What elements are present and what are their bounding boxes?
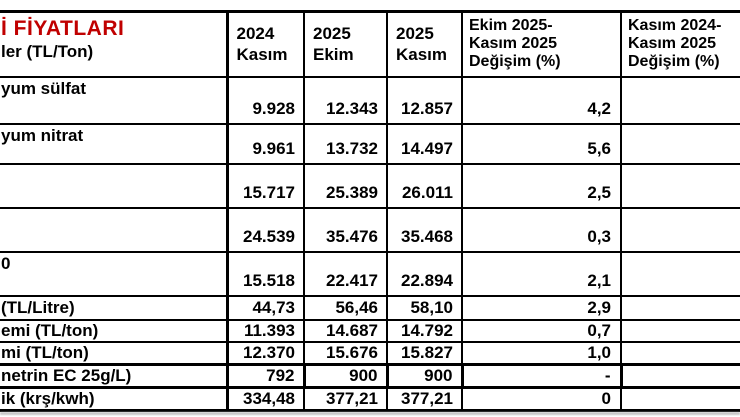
column-header-nov2024: 2024 Kasım [226, 10, 305, 78]
cropped-bottom-row-edge [0, 412, 740, 415]
column-header-change-nov-nov: Kasım 2024- Kasım 2025 Değişim (%) [620, 10, 740, 78]
table-row-highlighted: netrin EC 25g/L) 792 900 900 - [0, 362, 740, 389]
table-row: (TL/Litre) 44,73 56,46 58,10 2,9 [0, 294, 740, 321]
row-label: netrin EC 25g/L) [0, 362, 229, 389]
cell-oct2025: 35.476 [303, 206, 388, 253]
table-title: İ FİYATLARI [1, 17, 125, 40]
cell-nov2024: 9.928 [226, 75, 305, 125]
cell-change-nov-nov [620, 340, 740, 365]
cell-change-oct-nov: 0,7 [461, 318, 622, 343]
cell-oct2025: 15.676 [303, 340, 388, 365]
column-header-nov2025: 2025 Kasım [386, 10, 463, 78]
cell-oct2025: 12.343 [303, 75, 388, 125]
column-header-change-oct-nov: Ekim 2025- Kasım 2025 Değişim (%) [461, 10, 622, 78]
cell-oct2025: 13.732 [303, 122, 388, 165]
cell-nov2025: 12.857 [386, 75, 463, 125]
column-header-oct2025: 2025 Ekim [303, 10, 388, 78]
cell-oct2025: 377,21 [303, 386, 388, 412]
table-row: 24.539 35.476 35.468 0,3 [0, 206, 740, 253]
table-row: 15.717 25.389 26.011 2,5 [0, 162, 740, 209]
cell-nov2024: 9.961 [226, 122, 305, 165]
table-title-cell: İ FİYATLARI ler (TL/Ton) [0, 10, 229, 78]
cell-nov2025: 15.827 [386, 340, 463, 365]
cell-change-nov-nov [620, 162, 740, 209]
cell-change-oct-nov: 0,3 [461, 206, 622, 253]
cell-change-oct-nov: 4,2 [461, 75, 622, 125]
row-label [0, 206, 229, 253]
cell-change-nov-nov [620, 250, 740, 297]
cell-oct2025: 14.687 [303, 318, 388, 343]
cell-change-nov-nov [620, 122, 740, 165]
table-row: 0 15.518 22.417 22.894 2,1 [0, 250, 740, 297]
cell-change-nov-nov [619, 362, 740, 389]
table-row: mi (TL/ton) 12.370 15.676 15.827 1,0 [0, 340, 740, 365]
row-label: emi (TL/ton) [0, 318, 229, 343]
cell-oct2025: 22.417 [303, 250, 388, 297]
cell-change-nov-nov [620, 206, 740, 253]
table-subtitle: ler (TL/Ton) [1, 42, 94, 62]
cell-oct2025: 900 [302, 362, 389, 389]
row-label: 0 [0, 250, 229, 297]
cell-change-oct-nov: 2,1 [461, 250, 622, 297]
row-label: (TL/Litre) [0, 294, 229, 321]
cell-change-oct-nov: - [460, 362, 623, 389]
row-label: ik (krş/kwh) [0, 386, 229, 412]
cell-oct2025: 56,46 [303, 294, 388, 321]
cell-nov2024: 15.518 [226, 250, 305, 297]
cell-change-oct-nov: 1,0 [461, 340, 622, 365]
cell-change-oct-nov: 2,9 [461, 294, 622, 321]
cell-nov2025: 22.894 [386, 250, 463, 297]
cell-change-oct-nov: 0 [461, 386, 622, 412]
cell-nov2024: 12.370 [226, 340, 305, 365]
table-row: ik (krş/kwh) 334,48 377,21 377,21 0 [0, 386, 740, 412]
price-table: İ FİYATLARI ler (TL/Ton) 2024 Kasım 2025… [0, 10, 740, 412]
cell-change-nov-nov [620, 386, 740, 412]
cell-nov2024: 11.393 [226, 318, 305, 343]
cell-nov2025: 900 [385, 362, 464, 389]
cell-nov2024: 15.717 [226, 162, 305, 209]
row-label: mi (TL/ton) [0, 340, 229, 365]
cell-nov2025: 14.792 [386, 318, 463, 343]
cell-oct2025: 25.389 [303, 162, 388, 209]
cell-nov2024: 24.539 [226, 206, 305, 253]
cell-nov2025: 14.497 [386, 122, 463, 165]
cell-nov2025: 26.011 [386, 162, 463, 209]
cell-nov2025: 58,10 [386, 294, 463, 321]
row-label [0, 162, 229, 209]
cell-nov2024: 44,73 [226, 294, 305, 321]
table-row: emi (TL/ton) 11.393 14.687 14.792 0,7 [0, 318, 740, 343]
cell-change-oct-nov: 2,5 [461, 162, 622, 209]
cell-change-oct-nov: 5,6 [461, 122, 622, 165]
table-row: yum sülfat 9.928 12.343 12.857 4,2 [0, 75, 740, 125]
cell-change-nov-nov [620, 75, 740, 125]
row-label: yum sülfat [0, 75, 229, 125]
header-row: İ FİYATLARI ler (TL/Ton) 2024 Kasım 2025… [0, 10, 740, 78]
cell-change-nov-nov [620, 318, 740, 343]
cell-nov2024: 334,48 [226, 386, 305, 412]
cell-nov2025: 377,21 [386, 386, 463, 412]
table-row: yum nitrat 9.961 13.732 14.497 5,6 [0, 122, 740, 165]
cell-change-nov-nov [620, 294, 740, 321]
cell-nov2024: 792 [225, 362, 306, 389]
cell-nov2025: 35.468 [386, 206, 463, 253]
row-label: yum nitrat [0, 122, 229, 165]
